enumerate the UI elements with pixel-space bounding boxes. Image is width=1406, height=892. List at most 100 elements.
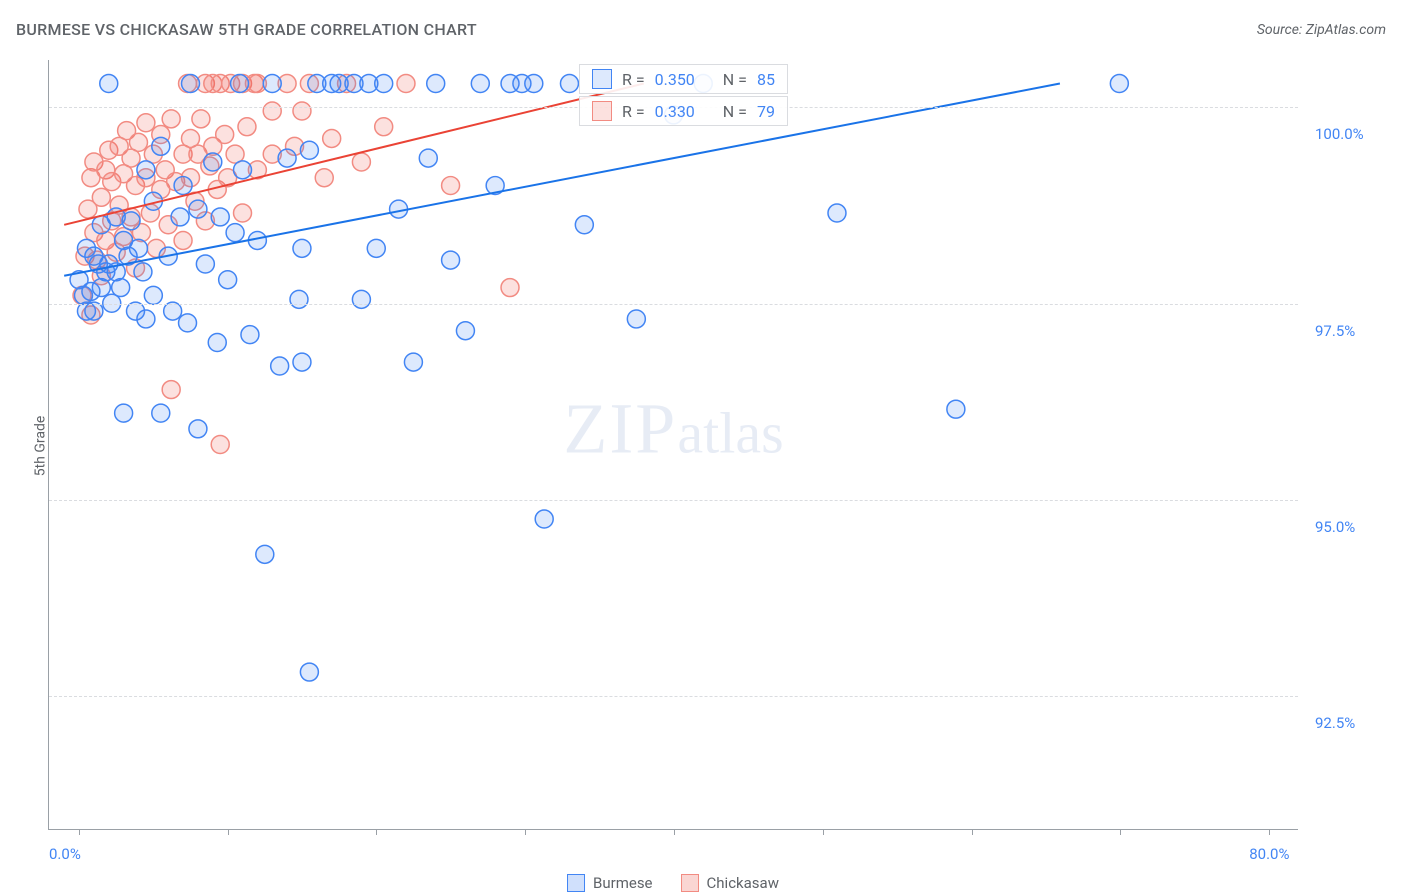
scatter-point bbox=[75, 286, 93, 304]
scatter-point bbox=[1110, 75, 1128, 93]
x-tick bbox=[823, 829, 824, 835]
scatter-point bbox=[179, 314, 197, 332]
scatter-point bbox=[471, 75, 489, 93]
n-label: N = bbox=[723, 102, 747, 121]
scatter-point bbox=[222, 75, 240, 93]
scatter-point bbox=[219, 169, 237, 187]
scatter-point bbox=[248, 231, 266, 249]
scatter-point bbox=[219, 271, 237, 289]
scatter-point bbox=[271, 357, 289, 375]
x-tick bbox=[525, 829, 526, 835]
scatter-point bbox=[115, 165, 133, 183]
scatter-point bbox=[122, 149, 140, 167]
y-tick-label: 97.5% bbox=[1315, 322, 1355, 340]
y-axis-label: 5th Grade bbox=[32, 416, 48, 477]
scatter-point bbox=[525, 75, 543, 93]
scatter-point bbox=[167, 173, 185, 191]
scatter-point bbox=[73, 286, 91, 304]
scatter-point bbox=[122, 208, 140, 226]
scatter-point bbox=[323, 75, 341, 93]
legend-label: Burmese bbox=[593, 874, 653, 892]
scatter-point bbox=[241, 326, 259, 344]
scatter-point bbox=[182, 75, 200, 93]
scatter-point bbox=[192, 110, 210, 128]
scatter-point bbox=[119, 247, 137, 265]
r-value: 0.330 bbox=[655, 102, 695, 121]
x-tick bbox=[674, 829, 675, 835]
scatter-point bbox=[88, 251, 106, 269]
scatter-point bbox=[152, 180, 170, 198]
x-tick bbox=[376, 829, 377, 835]
scatter-point bbox=[107, 243, 125, 261]
scatter-point bbox=[152, 137, 170, 155]
legend-swatch bbox=[681, 874, 699, 892]
scatter-point bbox=[164, 302, 182, 320]
scatter-point bbox=[560, 75, 578, 93]
scatter-point bbox=[110, 196, 128, 214]
scatter-point bbox=[107, 208, 125, 226]
x-end-label: 80.0% bbox=[1249, 845, 1328, 863]
correlation-info-box: R =0.350N =85 bbox=[579, 64, 788, 94]
scatter-point bbox=[204, 75, 222, 93]
scatter-point bbox=[231, 75, 249, 93]
scatter-point bbox=[216, 126, 234, 144]
scatter-point bbox=[134, 263, 152, 281]
correlation-info-box: R =0.330N =79 bbox=[579, 96, 788, 126]
scatter-point bbox=[186, 192, 204, 210]
scatter-point bbox=[627, 310, 645, 328]
x-start-label: 0.0% bbox=[49, 845, 81, 863]
scatter-point bbox=[308, 75, 326, 93]
series-swatch bbox=[592, 101, 612, 121]
scatter-point bbox=[263, 75, 281, 93]
scatter-point bbox=[144, 286, 162, 304]
plot-area: ZIPatlas 92.5%95.0%97.5%100.0%0.0%80.0%R… bbox=[48, 60, 1298, 830]
trend-lines-layer bbox=[49, 60, 1298, 829]
r-label: R = bbox=[622, 70, 645, 89]
scatter-point bbox=[174, 231, 192, 249]
legend: Burmese Chickasaw bbox=[567, 840, 779, 892]
scatter-point bbox=[137, 114, 155, 132]
legend-label: Chickasaw bbox=[707, 874, 779, 892]
n-label: N = bbox=[723, 70, 747, 89]
trend-line bbox=[64, 84, 1060, 276]
scatter-point bbox=[97, 263, 115, 281]
scatter-point bbox=[263, 102, 281, 120]
scatter-point bbox=[115, 404, 133, 422]
scatter-point bbox=[76, 247, 94, 265]
scatter-point bbox=[115, 228, 133, 246]
scatter-point bbox=[238, 118, 256, 136]
chart-title: BURMESE VS CHICKASAW 5TH GRADE CORRELATI… bbox=[16, 20, 477, 39]
x-tick bbox=[228, 829, 229, 835]
scatter-point bbox=[85, 153, 103, 171]
scatter-point bbox=[947, 400, 965, 418]
scatter-point bbox=[100, 255, 118, 273]
scatter-point bbox=[144, 145, 162, 163]
y-tick-label: 95.0% bbox=[1315, 518, 1355, 536]
scatter-point bbox=[152, 126, 170, 144]
scatter-point bbox=[234, 161, 252, 179]
scatter-point bbox=[352, 290, 370, 308]
scatter-point bbox=[97, 231, 115, 249]
scatter-point bbox=[442, 177, 460, 195]
scatter-point bbox=[201, 157, 219, 175]
scatter-point bbox=[535, 510, 553, 528]
scatter-point bbox=[127, 177, 145, 195]
scatter-point bbox=[245, 75, 263, 93]
scatter-point bbox=[293, 239, 311, 257]
scatter-point bbox=[129, 239, 147, 257]
scatter-point bbox=[77, 302, 95, 320]
scatter-point bbox=[375, 118, 393, 136]
scatter-point bbox=[85, 247, 103, 265]
scatter-point bbox=[144, 192, 162, 210]
scatter-point bbox=[360, 75, 378, 93]
scatter-point bbox=[575, 216, 593, 234]
scatter-point bbox=[208, 334, 226, 352]
scatter-point bbox=[92, 279, 110, 297]
scatter-point bbox=[189, 145, 207, 163]
scatter-point bbox=[110, 137, 128, 155]
scatter-point bbox=[182, 129, 200, 147]
scatter-point bbox=[501, 75, 519, 93]
scatter-point bbox=[397, 75, 415, 93]
scatter-point bbox=[112, 279, 130, 297]
scatter-point bbox=[204, 153, 222, 171]
